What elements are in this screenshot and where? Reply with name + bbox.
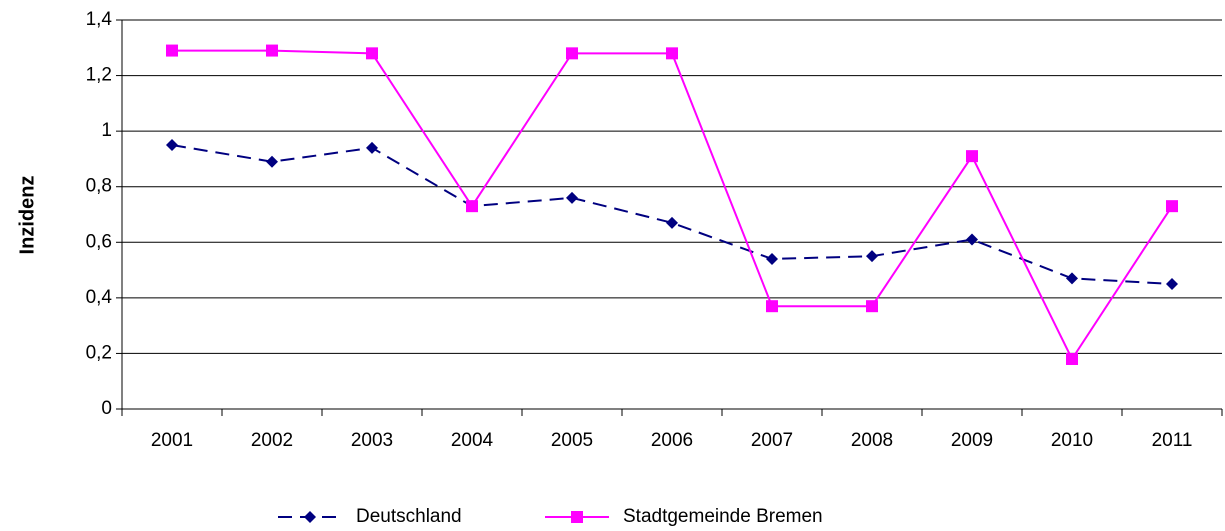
legend-marker [571,511,583,523]
data-point [466,200,478,213]
series-line [172,49,1173,361]
data-point [666,216,678,229]
x-tick-label: 2007 [751,430,793,451]
y-tick-label: 1 [101,120,112,141]
data-point [866,250,878,263]
y-axis-label: Inzidenz [16,176,38,255]
y-tick-label: 0,8 [86,176,112,197]
y-tick-label: 0,2 [86,342,112,363]
data-point [366,141,378,154]
series-line [171,144,1173,285]
data-point [966,233,978,246]
x-tick-label: 2003 [351,430,393,451]
x-tick-label: 2008 [851,430,893,451]
legend-label: Stadtgemeinde Bremen [623,506,823,527]
data-point [1066,352,1078,365]
x-tick-label: 2010 [1051,430,1093,451]
x-tick-label: 2002 [251,430,293,451]
x-tick-label: 2005 [551,430,593,451]
y-tick-label: 0,6 [86,231,112,252]
x-tick-label: 2011 [1152,430,1193,451]
legend-marker [304,511,316,523]
x-tick-label: 2009 [951,430,993,451]
data-point [966,150,978,163]
data-point [166,139,178,152]
data-point [666,47,678,60]
data-point [266,44,278,57]
data-point [1166,200,1178,213]
data-point [566,47,578,60]
x-tick-label: 2004 [451,430,494,451]
y-tick-label: 0 [101,398,112,419]
data-point [166,44,178,57]
x-tick-label: 2001 [151,430,193,451]
y-tick-label: 0,4 [86,287,113,308]
data-point [566,191,578,204]
y-tick-label: 1,4 [86,9,113,30]
data-point [766,300,778,313]
data-point [866,300,878,313]
y-tick-label: 1,2 [86,65,112,86]
legend-label: Deutschland [356,506,462,527]
data-point [366,47,378,60]
data-point [1066,272,1078,285]
data-point [1166,277,1178,290]
data-point [766,252,778,265]
x-tick-label: 2006 [651,430,693,451]
data-point [266,155,278,168]
